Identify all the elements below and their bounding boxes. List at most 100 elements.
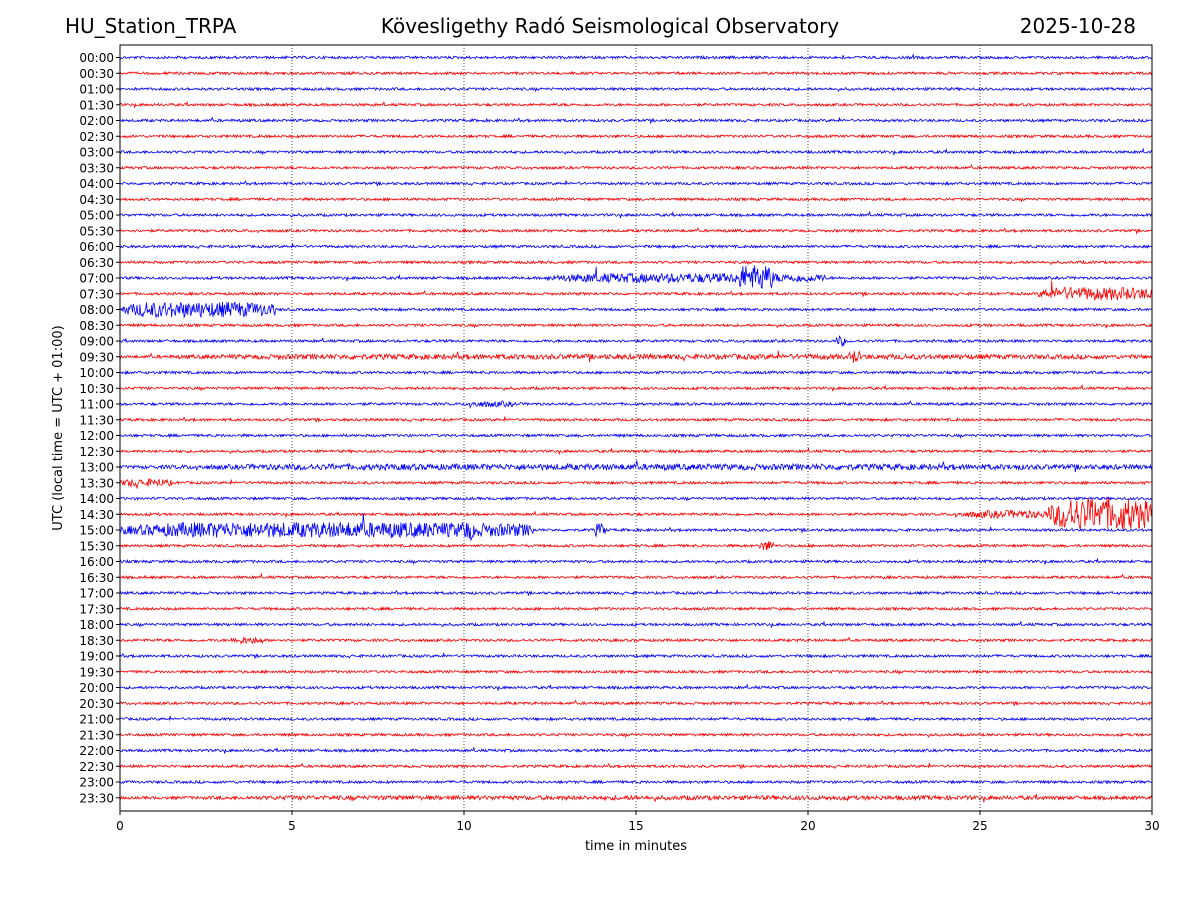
y-tick-label: 21:30 [79,728,114,742]
y-tick-label: 14:30 [79,508,114,522]
gridlines [291,45,981,811]
y-tick-label: 10:30 [79,382,114,396]
trace-2200 [119,747,1153,754]
trace-2230 [119,762,1153,769]
x-tick-label: 5 [288,819,296,833]
trace-0300 [119,147,1153,156]
y-tick-label: 13:00 [79,461,114,475]
trace-0000 [119,53,1153,61]
trace-1030 [119,383,1153,392]
trace-0130 [119,100,1153,108]
trace-1330 [119,478,1153,489]
x-tick-label: 10 [456,819,471,833]
trace-2030 [119,699,1153,707]
trace-0730 [119,280,1153,301]
y-tick-label: 03:30 [79,161,114,175]
y-tick-label: 15:30 [79,539,114,553]
y-tick-label: 02:30 [79,130,114,144]
y-tick-label: 13:30 [79,476,114,490]
y-tick-label: 21:00 [79,713,114,727]
trace-1130 [119,416,1153,423]
chart-title: Kövesligethy Radó Seismological Observat… [380,14,840,38]
x-axis-label: time in minutes [585,839,687,854]
y-tick-label: 16:00 [79,555,114,569]
trace-1830 [119,636,1153,645]
trace-1500 [119,513,1153,542]
y-tick-label: 06:00 [79,240,114,254]
y-tick-label: 11:00 [79,398,114,412]
y-axis-label: UTC (local time = UTC + 01:00) [51,325,66,530]
y-tick-label: 03:00 [79,146,114,160]
trace-2100 [119,715,1152,722]
trace-0900 [119,335,1153,348]
trace-1600 [119,557,1153,565]
trace-1400 [119,495,1153,502]
trace-1200 [119,432,1153,439]
y-tick-label: 08:30 [79,319,114,333]
y-tick-label: 19:00 [79,650,114,664]
y-tick-label: 07:30 [79,287,114,301]
trace-1700 [119,589,1153,596]
y-tick-label: 17:30 [79,602,114,616]
trace-0600 [119,243,1153,250]
y-tick-label: 16:30 [79,571,114,585]
y-tick-label: 20:30 [79,697,114,711]
trace-0800 [119,301,1153,319]
y-tick-label: 06:30 [79,256,114,270]
y-tick-label: 09:30 [79,350,114,364]
y-tick-label: 18:00 [79,618,114,632]
trace-0500 [119,210,1153,219]
y-tick-label: 04:30 [79,193,114,207]
y-tick-label: 07:00 [79,272,114,286]
trace-0400 [119,180,1153,187]
trace-0430 [119,196,1153,203]
trace-2300 [119,779,1153,785]
x-axis: 0 5 10 15 20 25 30 [116,811,1160,833]
trace-1230 [119,447,1152,455]
trace-0330 [119,163,1153,171]
trace-1530 [119,541,1153,551]
y-tick-label: 23:00 [79,776,114,790]
traces [119,53,1153,803]
y-tick-label: 11:30 [79,413,114,427]
date-label: 2025-10-28 [1019,14,1136,38]
trace-1100 [119,400,1153,409]
trace-0630 [119,259,1153,266]
y-tick-label: 01:30 [79,98,114,112]
trace-2330 [119,794,1153,803]
trace-2130 [119,731,1153,739]
y-tick-label: 00:30 [79,67,114,81]
y-tick-label: 05:00 [79,209,114,223]
x-tick-label: 0 [116,819,124,833]
trace-0930 [119,350,1153,363]
y-tick-label: 00:00 [79,51,114,65]
trace-0030 [119,70,1153,76]
y-tick-label: 08:00 [79,303,114,317]
y-tick-label: 22:00 [79,744,114,758]
trace-0530 [119,226,1153,235]
trace-0200 [119,116,1153,125]
y-tick-label: 18:30 [79,634,114,648]
y-tick-label: 10:00 [79,366,114,380]
trace-1000 [119,369,1153,376]
x-tick-label: 15 [628,819,643,833]
x-tick-label: 25 [972,819,987,833]
trace-1630 [119,572,1153,580]
trace-0700 [119,265,1153,289]
trace-1730 [119,606,1153,612]
trace-1930 [119,669,1153,676]
y-tick-label: 22:30 [79,760,114,774]
y-tick-label: 15:00 [79,524,114,538]
y-tick-label: 23:30 [79,791,114,805]
y-tick-label: 19:30 [79,665,114,679]
station-label: HU_Station_TRPA [65,14,237,38]
y-tick-label: 01:00 [79,83,114,97]
y-tick-label: 17:00 [79,587,114,601]
trace-0100 [119,86,1153,93]
y-tick-label: 20:00 [79,681,114,695]
y-tick-label: 09:00 [79,335,114,349]
y-tick-label: 04:00 [79,177,114,191]
trace-0230 [119,133,1153,139]
